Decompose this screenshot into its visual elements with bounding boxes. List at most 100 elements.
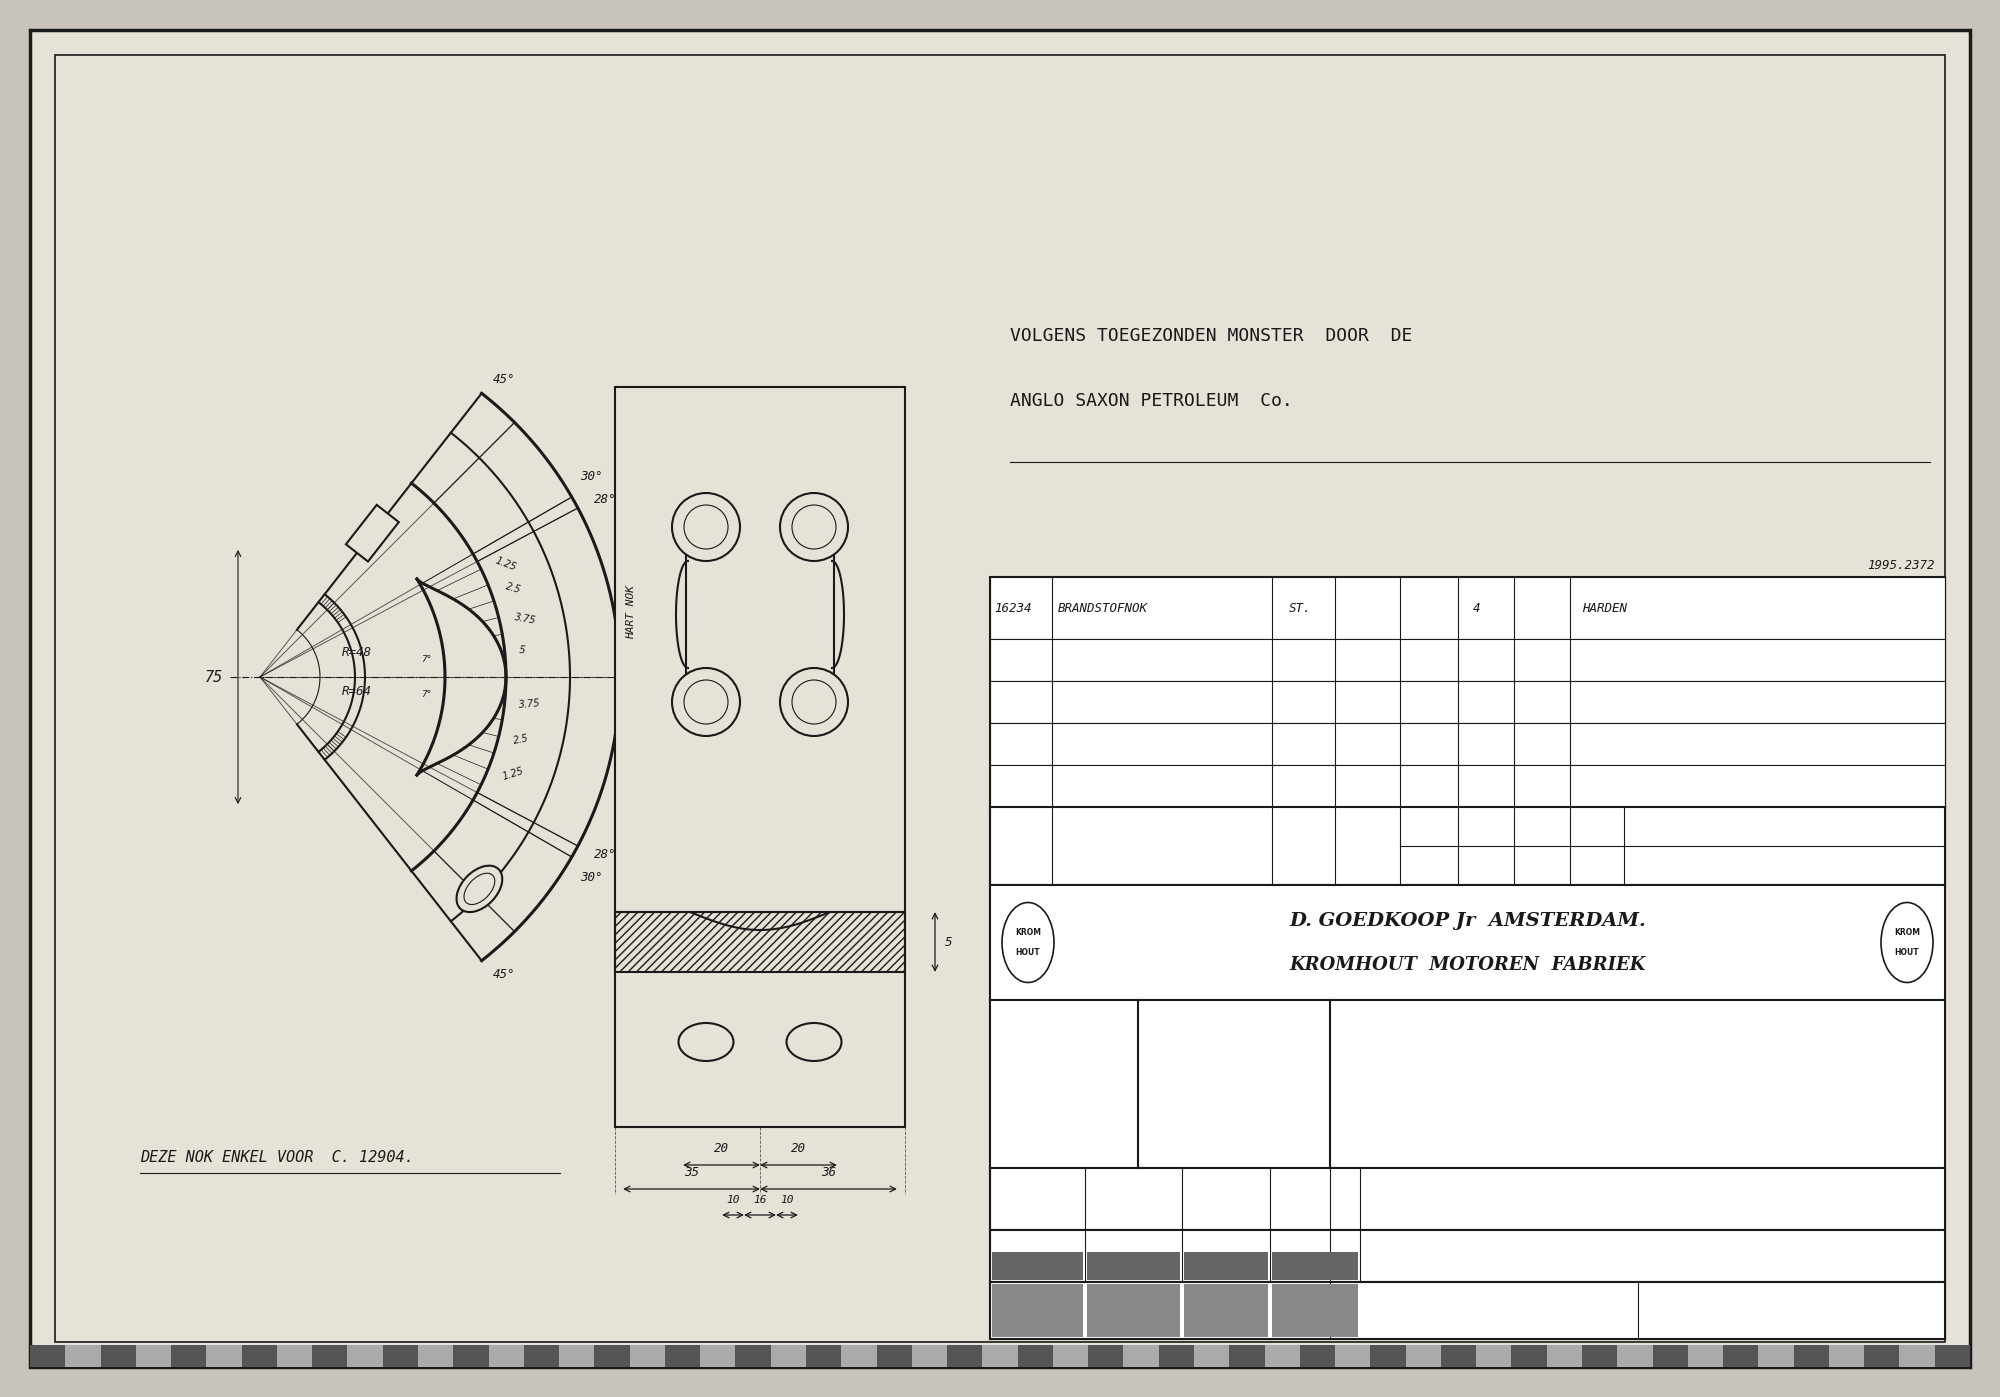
- Text: 10: 10: [780, 1194, 794, 1206]
- Text: BENAMING: BENAMING: [1132, 840, 1192, 852]
- Bar: [172, 1345, 206, 1368]
- Bar: [488, 1345, 524, 1368]
- Bar: [664, 1345, 700, 1368]
- Bar: [1900, 1345, 1934, 1368]
- Text: HART NOK: HART NOK: [626, 585, 636, 638]
- Text: No.: No.: [1294, 854, 1314, 863]
- Ellipse shape: [792, 504, 836, 549]
- Bar: [1272, 1252, 1358, 1280]
- Bar: [982, 1345, 1018, 1368]
- Text: 3.75: 3.75: [518, 698, 542, 710]
- Text: HOUT: HOUT: [1016, 949, 1040, 957]
- Bar: [1618, 1345, 1652, 1368]
- Ellipse shape: [678, 1023, 734, 1060]
- Bar: [1300, 1345, 1336, 1368]
- Text: 3.75: 3.75: [514, 612, 536, 626]
- Bar: [990, 807, 1944, 886]
- Text: HARDEN: HARDEN: [1582, 602, 1628, 615]
- Text: 4 M6.: 4 M6.: [1168, 1063, 1280, 1097]
- Text: 17.1.23.: 17.1.23.: [996, 1196, 1056, 1210]
- Text: AUTEURSRECHT VOORBEHOUDEN VOLGENS DE WET.: AUTEURSRECHT VOORBEHOUDEN VOLGENS DE WET…: [1340, 1148, 1580, 1158]
- Text: 2.5: 2.5: [504, 581, 522, 595]
- Ellipse shape: [780, 493, 848, 562]
- Bar: [736, 1345, 770, 1368]
- Bar: [560, 1345, 594, 1368]
- Text: 1995.2372: 1995.2372: [1868, 559, 1936, 571]
- Text: 1.25: 1.25: [494, 556, 518, 573]
- Bar: [990, 680, 1944, 724]
- Text: VERVANGEN DOOR:: VERVANGEN DOOR:: [1648, 1306, 1748, 1316]
- Bar: [990, 1000, 1944, 1168]
- Text: DAT:: DAT:: [1090, 1236, 1116, 1246]
- Text: B 107 B: B 107 B: [1560, 1182, 1716, 1215]
- Bar: [1512, 1345, 1546, 1368]
- Bar: [806, 1345, 842, 1368]
- Bar: [1406, 1345, 1440, 1368]
- Text: MOD.: MOD.: [1290, 828, 1316, 840]
- Bar: [100, 1345, 136, 1368]
- Bar: [1582, 1345, 1618, 1368]
- Bar: [1934, 1345, 1970, 1368]
- Bar: [1758, 1345, 1794, 1368]
- Bar: [1194, 1345, 1230, 1368]
- Text: 16234: 16234: [994, 602, 1032, 615]
- Ellipse shape: [456, 866, 502, 912]
- Bar: [990, 886, 1944, 1000]
- Bar: [1184, 1284, 1268, 1337]
- Text: KROM: KROM: [1894, 928, 1920, 937]
- Text: ANGLO SAXON PETROLEUM  Co.: ANGLO SAXON PETROLEUM Co.: [1010, 393, 1292, 409]
- Bar: [348, 1345, 382, 1368]
- Bar: [616, 387, 904, 1127]
- Bar: [912, 1345, 948, 1368]
- Text: Thollenp/vp: Thollenp/vp: [1090, 1199, 1164, 1208]
- Text: 4: 4: [1474, 602, 1480, 615]
- Text: BRANDSTOFNOK: BRANDSTOFNOK: [1344, 1051, 1734, 1092]
- Ellipse shape: [1002, 902, 1054, 982]
- Bar: [1158, 1345, 1194, 1368]
- Bar: [136, 1345, 172, 1368]
- Ellipse shape: [786, 1023, 842, 1060]
- Text: GETEEK:: GETEEK:: [1090, 1173, 1138, 1185]
- Bar: [524, 1345, 560, 1368]
- Text: BEMERKING: BEMERKING: [1864, 841, 1926, 851]
- Bar: [700, 1345, 736, 1368]
- Text: DAT:: DAT:: [996, 1173, 1022, 1185]
- Text: GECALQ:: GECALQ:: [1188, 1173, 1234, 1185]
- Bar: [990, 1229, 1944, 1282]
- Ellipse shape: [684, 504, 728, 549]
- Ellipse shape: [792, 680, 836, 724]
- Bar: [1546, 1345, 1582, 1368]
- Bar: [990, 577, 1944, 638]
- Ellipse shape: [780, 668, 848, 736]
- Text: TITEL:: TITEL:: [1340, 1016, 1384, 1030]
- Bar: [876, 1345, 912, 1368]
- Bar: [454, 1345, 488, 1368]
- Bar: [992, 1284, 1084, 1337]
- Text: 5: 5: [946, 936, 952, 949]
- Bar: [990, 724, 1944, 766]
- Bar: [30, 1345, 66, 1368]
- Bar: [1018, 1345, 1052, 1368]
- Text: 28°: 28°: [594, 848, 616, 861]
- Bar: [770, 1345, 806, 1368]
- Text: 75: 75: [204, 669, 224, 685]
- Bar: [990, 766, 1944, 807]
- Text: 30°: 30°: [580, 471, 604, 483]
- Text: 3 Cil.: 3 Cil.: [1654, 821, 1690, 831]
- Bar: [1724, 1345, 1758, 1368]
- Bar: [990, 1282, 1944, 1338]
- Text: 1 Cil.: 1 Cil.: [1436, 821, 1472, 831]
- Bar: [418, 1345, 454, 1368]
- Text: VOLGENS TOEGEZONDEN MONSTER  DOOR  DE: VOLGENS TOEGEZONDEN MONSTER DOOR DE: [1010, 327, 1412, 345]
- Text: 10: 10: [726, 1194, 740, 1206]
- Text: 36: 36: [822, 1166, 836, 1179]
- Text: 45°: 45°: [492, 968, 516, 981]
- Text: HANDT:: HANDT:: [1188, 1236, 1228, 1246]
- Text: HOUT: HOUT: [1894, 949, 1920, 957]
- Text: No.: No.: [1010, 854, 1032, 863]
- Bar: [66, 1345, 100, 1368]
- Bar: [1088, 1345, 1124, 1368]
- Bar: [1272, 1284, 1358, 1337]
- Bar: [990, 1168, 1944, 1229]
- Text: 7°: 7°: [420, 690, 432, 698]
